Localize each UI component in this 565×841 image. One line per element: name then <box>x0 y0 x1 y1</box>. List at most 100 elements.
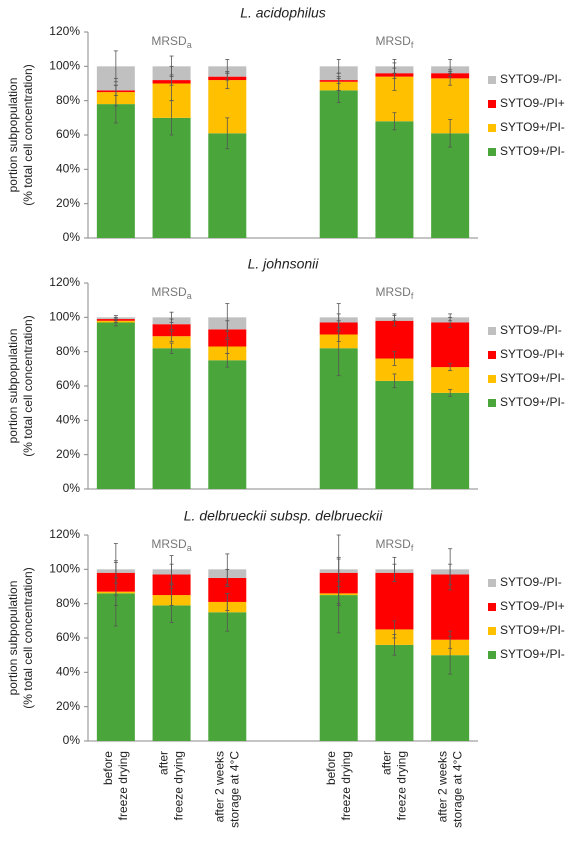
error-bar <box>448 630 453 649</box>
legend-swatch <box>488 627 496 635</box>
group-label: MRSDf <box>375 537 413 553</box>
y-tick-label: 0% <box>63 733 81 747</box>
group-label-subscript: a <box>187 543 192 553</box>
group-label-subscript: a <box>187 40 192 50</box>
bar-segment <box>431 367 470 393</box>
error-bar <box>448 119 453 148</box>
error-bar <box>336 59 341 74</box>
error-bar <box>392 556 397 582</box>
legend-label: SYTO9-/PI+ <box>500 347 565 361</box>
error-bar <box>169 55 174 78</box>
legend-label: SYTO9+/PI- <box>500 120 565 134</box>
y-tick-label: 80% <box>56 344 80 358</box>
y-axis-label: portion subpopulation <box>6 329 20 444</box>
error-bar <box>392 351 397 366</box>
x-tick-label: freeze drying <box>116 751 130 820</box>
legend-label: SYTO9+/PI- <box>500 647 565 661</box>
group-label-base: MRSD <box>375 537 411 551</box>
group-label-base: MRSD <box>151 537 187 551</box>
x-tick-label: storage at 4°C <box>227 751 241 828</box>
bar-segment <box>208 133 247 238</box>
x-tick-label: freeze drying <box>172 751 186 820</box>
error-bar <box>336 76 341 84</box>
error-bar <box>336 303 341 332</box>
x-tick-label: storage at 4°C <box>450 751 464 828</box>
legend-swatch <box>488 76 496 84</box>
y-tick-label: 0% <box>63 481 81 495</box>
y-tick-label: 20% <box>56 699 80 713</box>
legend-swatch <box>488 651 496 659</box>
y-tick-label: 80% <box>56 596 80 610</box>
error-bar <box>392 112 397 131</box>
bar-segment <box>152 336 191 349</box>
error-bar <box>225 592 230 611</box>
error-bar <box>448 313 453 322</box>
legend-swatch <box>488 351 496 359</box>
y-tick-label: 20% <box>56 447 80 461</box>
error-bar <box>392 313 397 322</box>
legend-label: SYTO9-/PI- <box>500 575 562 589</box>
x-tick-label: before <box>101 751 115 785</box>
error-bar <box>225 59 230 74</box>
legend-label: SYTO9+/PI- <box>500 144 565 158</box>
error-bar <box>392 620 397 639</box>
bar-segment <box>375 380 414 489</box>
group-label-base: MRSD <box>375 285 411 299</box>
group-label-base: MRSD <box>375 34 411 48</box>
bar-segment <box>431 133 470 238</box>
bar-segment <box>152 324 191 337</box>
legend-swatch <box>488 148 496 156</box>
y-tick-label: 120% <box>49 275 80 289</box>
legend-label: SYTO9-/PI+ <box>500 599 565 613</box>
y-tick-label: 20% <box>56 196 80 210</box>
error-bar <box>448 59 453 74</box>
error-bar <box>225 303 230 332</box>
y-tick-label: 60% <box>56 630 80 644</box>
x-tick-label: after 2 weeks <box>435 751 449 822</box>
y-axis-label: (% total cell concentration) <box>21 567 35 708</box>
chart-title: L. delbrueckii subsp. delbrueckii <box>184 508 383 524</box>
error-bar <box>225 553 230 586</box>
bar-segment <box>96 104 135 238</box>
y-tick-label: 60% <box>56 127 80 141</box>
legend-swatch <box>488 603 496 611</box>
y-tick-label: 40% <box>56 413 80 427</box>
group-label-base: MRSD <box>151 34 187 48</box>
error-bar <box>336 534 341 605</box>
y-axis-label: portion subpopulation <box>6 581 20 696</box>
bar-segment <box>375 358 414 381</box>
error-bar <box>169 330 174 342</box>
group-label-subscript: f <box>411 291 414 301</box>
legend-label: SYTO9-/PI+ <box>500 96 565 110</box>
bar-segment <box>375 121 414 238</box>
x-tick-label: after <box>157 751 171 775</box>
error-bar <box>448 363 453 371</box>
error-bar <box>169 311 174 323</box>
group-label-subscript: a <box>187 291 192 301</box>
x-tick-label: after <box>380 751 394 775</box>
y-axis-label: (% total cell concentration) <box>21 315 35 456</box>
legend-label: SYTO9-/PI- <box>500 72 562 86</box>
bar-segment <box>96 322 135 489</box>
error-bar <box>169 342 174 354</box>
error-bar <box>113 543 118 596</box>
chart-title: L. acidophilus <box>240 5 326 21</box>
legend-label: SYTO9+/PI- <box>500 623 565 637</box>
bar-segment <box>152 348 191 489</box>
group-label: MRSDf <box>375 34 413 50</box>
y-axis-label: (% total cell concentration) <box>21 64 35 205</box>
error-bar <box>448 389 453 397</box>
legend-swatch <box>488 100 496 108</box>
group-label: MRSDa <box>151 285 191 301</box>
legend-swatch <box>488 375 496 383</box>
y-tick-label: 60% <box>56 378 80 392</box>
y-tick-label: 0% <box>63 230 81 244</box>
group-label-subscript: f <box>411 40 414 50</box>
bar-segment <box>208 612 247 741</box>
error-bar <box>169 555 174 584</box>
y-tick-label: 100% <box>49 562 80 576</box>
bar-segment <box>152 117 191 238</box>
legend-swatch <box>488 124 496 132</box>
legend-swatch <box>488 399 496 407</box>
